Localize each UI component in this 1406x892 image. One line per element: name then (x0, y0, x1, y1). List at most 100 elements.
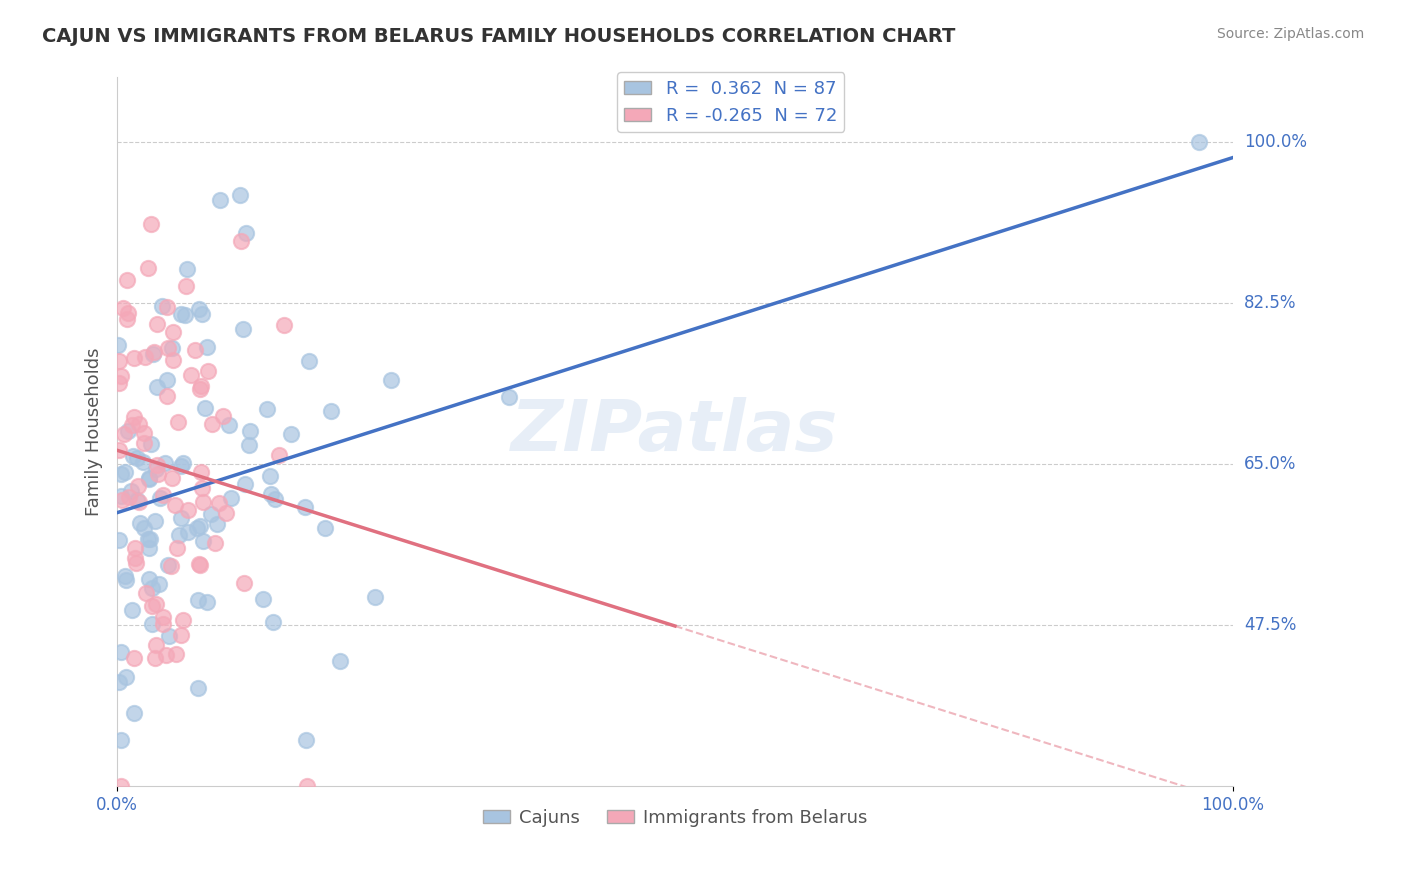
Point (191, 481, 214, 495)
Point (169, 628, 191, 642)
Point (108, 533, 131, 547)
Point (115, 311, 138, 326)
Point (186, 521, 208, 535)
Point (110, 645, 132, 659)
Point (138, 541, 160, 556)
Text: 82.5%: 82.5% (1244, 294, 1296, 312)
Point (239, 424, 262, 438)
Point (319, 403, 342, 417)
Point (172, 613, 194, 627)
Point (132, 436, 155, 450)
Point (122, 651, 145, 665)
Point (364, 591, 387, 605)
Point (187, 681, 209, 695)
Point (165, 498, 187, 512)
Point (127, 479, 149, 493)
Point (156, 389, 179, 403)
Point (273, 318, 295, 332)
Point (128, 417, 150, 432)
Point (204, 536, 226, 550)
Point (117, 306, 139, 320)
Point (215, 506, 238, 520)
Point (197, 340, 219, 354)
Point (218, 418, 240, 433)
Point (252, 592, 274, 607)
Point (150, 299, 173, 313)
Point (314, 521, 336, 535)
Point (132, 426, 155, 441)
Point (176, 262, 198, 277)
Point (329, 653, 352, 667)
Point (149, 491, 172, 506)
Point (146, 458, 169, 472)
Point (160, 559, 183, 574)
Point (110, 489, 132, 503)
Point (132, 455, 155, 469)
Point (156, 373, 179, 387)
Point (167, 415, 190, 429)
Point (229, 188, 252, 202)
Point (162, 352, 184, 367)
Point (110, 733, 132, 747)
Point (155, 648, 177, 663)
Point (148, 577, 170, 591)
Point (111, 492, 134, 507)
Point (124, 551, 146, 566)
Point (121, 418, 143, 433)
Point (260, 487, 283, 501)
Point (170, 510, 193, 524)
Point (143, 514, 166, 528)
Point (142, 345, 165, 359)
Point (233, 576, 256, 591)
Point (233, 477, 256, 491)
Point (125, 493, 148, 508)
Point (108, 376, 131, 391)
Point (138, 573, 160, 587)
Point (134, 521, 156, 535)
Point (191, 307, 214, 321)
Point (295, 733, 318, 747)
Point (195, 595, 218, 609)
Point (143, 650, 166, 665)
Point (156, 558, 179, 573)
Legend: Cajuns, Immigrants from Belarus: Cajuns, Immigrants from Belarus (475, 802, 875, 834)
Point (136, 532, 159, 546)
Point (256, 402, 278, 417)
Point (193, 495, 215, 509)
Text: ZIPatlas: ZIPatlas (512, 398, 838, 467)
Y-axis label: Family Households: Family Households (86, 348, 103, 516)
Point (156, 300, 179, 314)
Point (138, 472, 160, 486)
Point (120, 484, 142, 499)
Point (262, 615, 284, 629)
Point (209, 193, 232, 207)
Point (174, 308, 197, 322)
Point (232, 322, 254, 336)
Point (184, 343, 207, 357)
Point (122, 706, 145, 720)
Point (122, 410, 145, 425)
Point (110, 467, 132, 481)
Point (174, 279, 197, 293)
Point (114, 669, 136, 683)
Point (107, 338, 129, 352)
Point (263, 492, 285, 507)
Point (229, 234, 252, 248)
Point (125, 451, 148, 466)
Point (136, 260, 159, 275)
Point (114, 465, 136, 479)
Point (177, 503, 200, 517)
Point (129, 516, 152, 531)
Point (208, 496, 231, 510)
Point (108, 442, 131, 457)
Point (212, 409, 235, 424)
Point (235, 227, 257, 241)
Point (267, 449, 290, 463)
Point (108, 353, 131, 368)
Point (207, 516, 229, 531)
Point (155, 456, 177, 470)
Point (108, 675, 131, 690)
Point (122, 351, 145, 366)
Point (188, 557, 211, 571)
Point (115, 574, 138, 588)
